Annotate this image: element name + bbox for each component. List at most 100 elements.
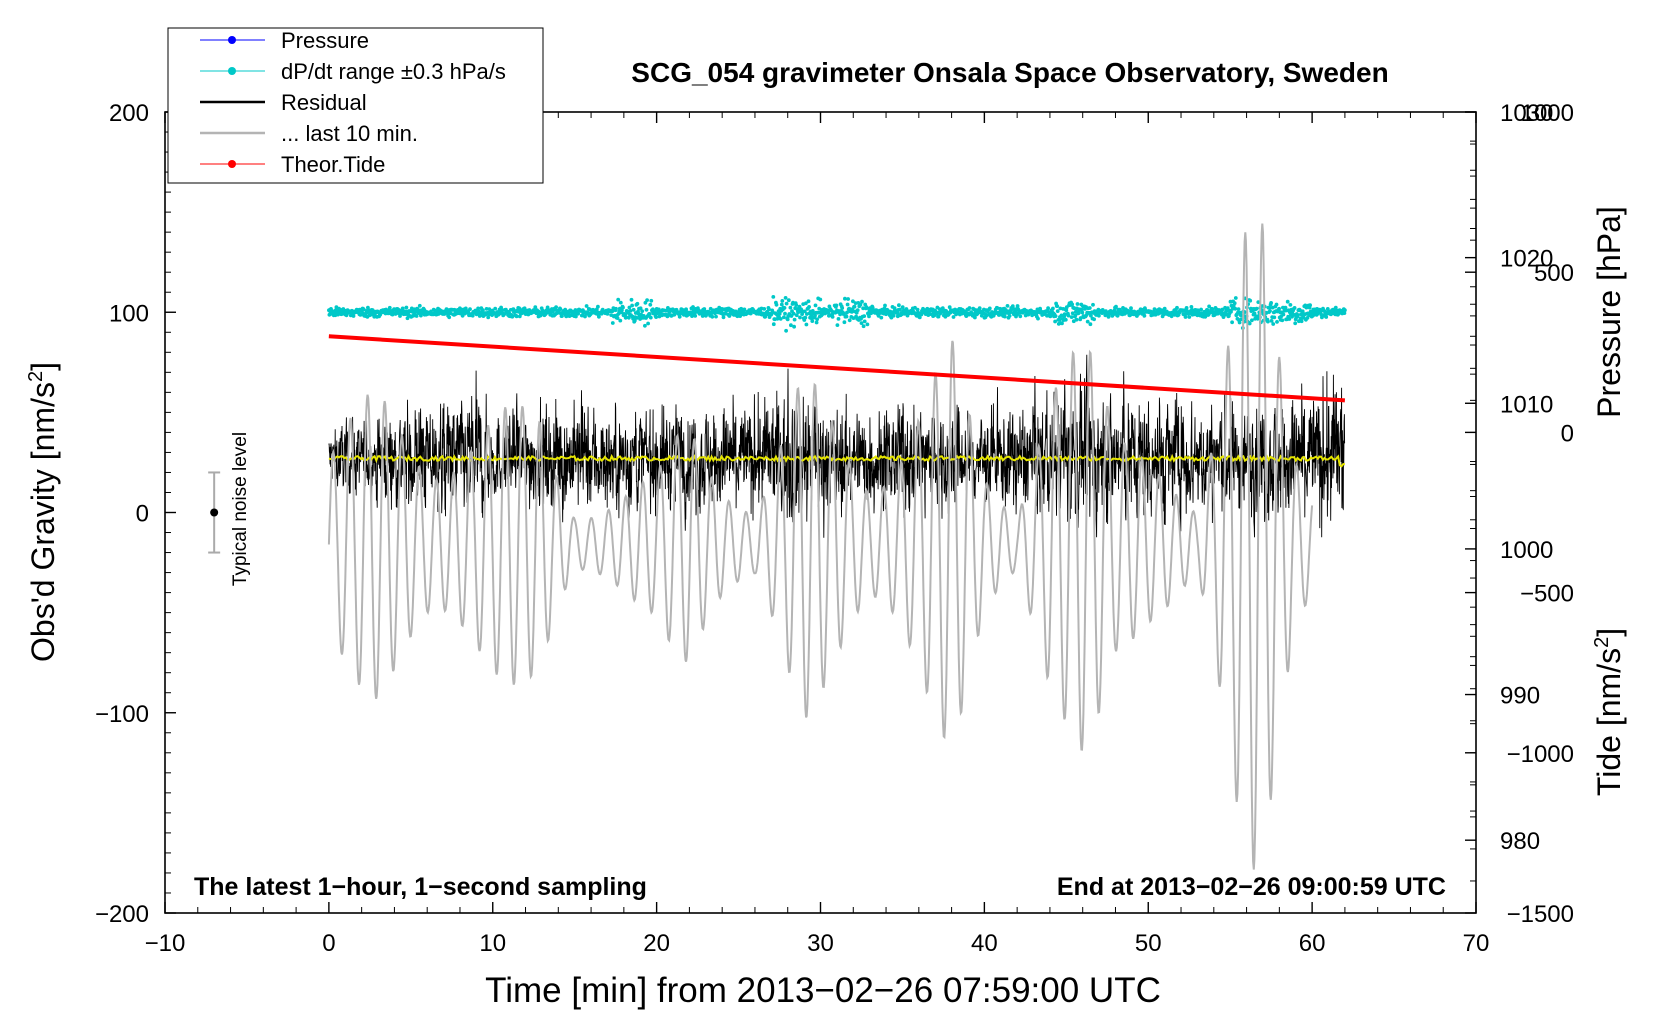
- dpdt-point: [861, 324, 866, 329]
- dpdt-point: [840, 306, 845, 310]
- dpdt-point: [1220, 307, 1225, 312]
- dpdt-point: [1342, 311, 1347, 315]
- dpdt-point: [851, 299, 855, 304]
- dpdt-point: [1046, 306, 1050, 311]
- series-layer: [327, 223, 1347, 870]
- dpdt-point: [493, 306, 498, 311]
- dpdt-point: [858, 302, 863, 307]
- dpdt-point: [614, 306, 618, 311]
- dpdt-point: [1072, 306, 1077, 311]
- dpdt-point: [1203, 314, 1208, 319]
- dpdt-point: [618, 318, 623, 323]
- dpdt-point: [891, 313, 896, 318]
- dpdt-point: [1183, 315, 1188, 319]
- dpdt-point: [672, 312, 677, 317]
- dpdt-point: [1091, 302, 1095, 307]
- dpdt-point: [859, 321, 864, 325]
- dpdt-point: [1115, 313, 1120, 318]
- x-tick-label: 10: [479, 930, 506, 957]
- dpdt-point: [1097, 313, 1101, 318]
- dpdt-point: [802, 309, 807, 314]
- legend-label: Pressure: [281, 28, 369, 53]
- dpdt-point: [1285, 299, 1290, 304]
- dpdt-point: [1324, 315, 1329, 319]
- legend-label: Residual: [281, 90, 367, 115]
- dpdt-point: [883, 303, 887, 308]
- dpdt-point: [1078, 316, 1083, 320]
- y-tide-tick-label: −500: [1520, 581, 1574, 608]
- dpdt-point: [1129, 306, 1133, 310]
- dpdt-point: [693, 314, 698, 318]
- dpdt-point: [690, 314, 694, 318]
- dpdt-point: [864, 306, 869, 310]
- y-axis-tide-label: Tide [nm/s2]: [1591, 628, 1627, 796]
- dpdt-point: [807, 305, 811, 309]
- y-axis-left-label-main: Obs'd Gravity [nm/s: [25, 382, 61, 662]
- legend-label: ... last 10 min.: [281, 121, 418, 146]
- dpdt-point: [645, 298, 649, 302]
- dpdt-point: [576, 311, 580, 316]
- dpdt-point: [813, 303, 818, 308]
- dpdt-point: [861, 306, 865, 311]
- y-axis-left-label-sup: 2: [25, 371, 47, 382]
- dpdt-point: [361, 307, 366, 312]
- dpdt-point: [1092, 317, 1096, 322]
- x-tick-label: 20: [643, 930, 670, 957]
- dpdt-point: [500, 308, 504, 312]
- dpdt-point: [1114, 304, 1118, 309]
- dpdt-point: [879, 315, 884, 320]
- dpdt-point: [876, 314, 881, 318]
- dpdt-point: [1053, 319, 1057, 324]
- dpdt-point: [447, 315, 452, 320]
- dpdt-point: [644, 307, 649, 312]
- dpdt-point: [1088, 322, 1093, 327]
- x-tick-label: 40: [971, 930, 998, 957]
- dpdt-point: [649, 298, 654, 303]
- dpdt-point: [1225, 306, 1230, 311]
- dpdt-point: [1230, 320, 1234, 325]
- dpdt-point: [1295, 313, 1300, 318]
- dpdt-point: [865, 322, 870, 327]
- dpdt-point: [784, 328, 788, 333]
- dpdt-point: [1070, 311, 1075, 316]
- dpdt-point: [632, 318, 637, 323]
- dpdt-point: [400, 306, 405, 311]
- dpdt-point: [627, 305, 632, 310]
- dpdt-point: [897, 303, 901, 308]
- dpdt-point: [852, 304, 857, 309]
- dpdt-point: [643, 300, 648, 305]
- dpdt-point: [767, 307, 771, 312]
- y-tide-tick-label: −1000: [1507, 741, 1574, 768]
- dpdt-point: [627, 315, 631, 320]
- dpdt-point: [1299, 319, 1304, 324]
- dpdt-point: [835, 323, 840, 327]
- dpdt-point: [1308, 303, 1312, 308]
- dpdt-point: [788, 305, 793, 310]
- dpdt-point: [618, 300, 623, 305]
- annotation-left: The latest 1−hour, 1−second sampling: [194, 873, 647, 901]
- y-left-tick-label: 0: [136, 501, 149, 528]
- dpdt-point: [1089, 313, 1093, 318]
- dpdt-point: [845, 310, 849, 315]
- dpdt-point: [844, 314, 849, 319]
- dpdt-point: [1300, 309, 1305, 314]
- residual-smoothed-line: [328, 453, 1345, 468]
- dpdt-point: [560, 314, 564, 318]
- dpdt-point: [648, 302, 653, 307]
- dpdt-point: [1205, 308, 1210, 312]
- dpdt-point: [1073, 313, 1078, 318]
- dpdt-point: [1152, 307, 1157, 311]
- dpdt-point: [1162, 306, 1167, 311]
- y-pressure-tick-label: 1030: [1500, 100, 1553, 127]
- dpdt-point: [640, 309, 645, 313]
- dpdt-point: [803, 315, 808, 320]
- dpdt-point: [1210, 307, 1215, 311]
- dpdt-point: [900, 305, 905, 309]
- dpdt-point: [1066, 313, 1071, 318]
- dpdt-point: [742, 307, 747, 312]
- dpdt-point: [798, 315, 802, 320]
- x-axis-label: Time [min] from 2013−02−26 07:59:00 UTC: [485, 971, 1161, 1010]
- theor-tide-line: [328, 334, 1346, 403]
- dpdt-point: [1207, 304, 1211, 309]
- dpdt-point: [628, 309, 633, 313]
